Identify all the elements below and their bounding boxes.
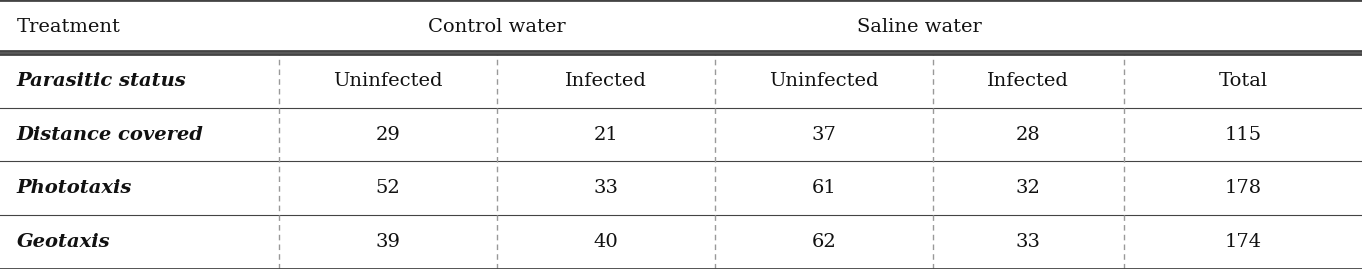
Bar bbox=[0, 215, 1362, 269]
Text: 40: 40 bbox=[594, 233, 618, 251]
Text: Uninfected: Uninfected bbox=[770, 72, 878, 90]
Text: 178: 178 bbox=[1224, 179, 1261, 197]
Text: 52: 52 bbox=[376, 179, 400, 197]
Text: 61: 61 bbox=[812, 179, 836, 197]
Text: Phototaxis: Phototaxis bbox=[16, 179, 132, 197]
Text: 21: 21 bbox=[594, 126, 618, 143]
Text: 115: 115 bbox=[1224, 126, 1261, 143]
Text: Geotaxis: Geotaxis bbox=[16, 233, 110, 251]
Text: 37: 37 bbox=[812, 126, 836, 143]
Text: Infected: Infected bbox=[987, 72, 1069, 90]
Text: 29: 29 bbox=[376, 126, 400, 143]
Text: Saline water: Saline water bbox=[857, 18, 982, 36]
Text: Total: Total bbox=[1218, 72, 1268, 90]
Text: Distance covered: Distance covered bbox=[16, 126, 203, 143]
Bar bbox=[0, 108, 1362, 161]
Text: 32: 32 bbox=[1016, 179, 1041, 197]
Bar bbox=[0, 0, 1362, 54]
Text: Treatment: Treatment bbox=[16, 18, 120, 36]
Text: 33: 33 bbox=[1016, 233, 1041, 251]
Text: 39: 39 bbox=[376, 233, 400, 251]
Text: 33: 33 bbox=[594, 179, 618, 197]
Text: 62: 62 bbox=[812, 233, 836, 251]
Text: 174: 174 bbox=[1224, 233, 1261, 251]
Text: 28: 28 bbox=[1016, 126, 1041, 143]
Text: Control water: Control water bbox=[428, 18, 567, 36]
Text: Infected: Infected bbox=[565, 72, 647, 90]
Bar bbox=[0, 161, 1362, 215]
Text: Parasitic status: Parasitic status bbox=[16, 72, 187, 90]
Text: Uninfected: Uninfected bbox=[334, 72, 443, 90]
Bar bbox=[0, 54, 1362, 108]
